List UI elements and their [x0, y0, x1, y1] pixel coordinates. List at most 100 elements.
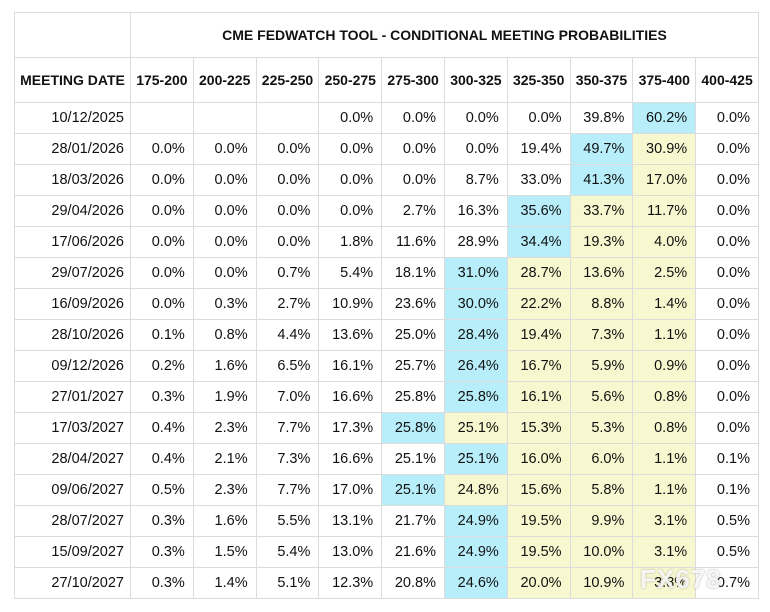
probability-cell: 30.0%: [443, 288, 508, 320]
probability-cell: 49.7%: [569, 133, 634, 165]
probability-cell: 2.3%: [192, 412, 257, 444]
probability-cell: 16.1%: [318, 350, 383, 382]
probability-cell: 0.0%: [318, 164, 383, 196]
probability-cell: 0.8%: [192, 319, 257, 351]
data-row: 15/09/2027 0.3% 1.5% 5.4% 13.0% 21.6% 24.9% 19.…: [14, 536, 759, 568]
probability-cell: 19.3%: [569, 226, 634, 258]
probability-cell: [192, 102, 257, 134]
meeting-date: 16/09/2026: [14, 288, 131, 320]
meeting-date: 18/03/2026: [14, 164, 131, 196]
probability-cell: 0.9%: [632, 350, 697, 382]
probability-cell: 25.1%: [443, 412, 508, 444]
probability-cell: 5.4%: [318, 257, 383, 289]
probability-cell: 0.0%: [695, 350, 759, 382]
probability-cell: 9.9%: [569, 505, 634, 537]
probability-cell: 5.4%: [255, 536, 320, 568]
probability-cell: 31.0%: [443, 257, 508, 289]
probability-cell: 30.9%: [632, 133, 697, 165]
probability-cell: 10.9%: [318, 288, 383, 320]
probability-cell: 0.0%: [695, 381, 759, 413]
data-row: 27/10/2027 0.3% 1.4% 5.1% 12.3% 20.8% 24.6% 20.…: [14, 567, 759, 599]
data-row: 27/01/2027 0.3% 1.9% 7.0% 16.6% 25.8% 25.8% 16.…: [14, 381, 759, 413]
probability-cell: 0.0%: [192, 226, 257, 258]
probability-cell: 15.6%: [506, 474, 571, 506]
probability-cell: 33.0%: [506, 164, 571, 196]
probability-cell: 21.6%: [381, 536, 445, 568]
probability-cell: 11.7%: [632, 195, 697, 227]
probability-cell: 0.0%: [695, 288, 759, 320]
probability-cell: 0.0%: [695, 412, 759, 444]
probability-cell: 0.0%: [130, 164, 194, 196]
probability-cell: 19.5%: [506, 536, 571, 568]
probability-cell: 24.9%: [443, 536, 508, 568]
probability-cell: 0.0%: [381, 133, 445, 165]
column-header: 200-225: [192, 57, 257, 103]
probability-cell: 0.0%: [192, 164, 257, 196]
probability-cell: 2.5%: [632, 257, 697, 289]
probability-cell: 7.3%: [255, 443, 320, 475]
probability-cell: 1.1%: [632, 443, 697, 475]
probability-cell: 1.6%: [192, 505, 257, 537]
probability-cell: 25.0%: [381, 319, 445, 351]
probability-cell: 13.0%: [318, 536, 383, 568]
column-header: 400-425: [695, 57, 759, 103]
data-row: 18/03/2026 0.0% 0.0% 0.0% 0.0% 0.0% 8.7% 33.0% 4…: [14, 164, 759, 196]
probability-cell: 2.3%: [192, 474, 257, 506]
column-header: 225-250: [255, 57, 320, 103]
probability-cell: 0.5%: [130, 474, 194, 506]
probability-cell: 25.8%: [443, 381, 508, 413]
probability-cell: 0.0%: [443, 102, 508, 134]
probability-table: CME FEDWATCH TOOL - CONDITIONAL MEETING …: [14, 12, 759, 599]
probability-cell: 39.8%: [569, 102, 634, 134]
probability-cell: 17.3%: [318, 412, 383, 444]
probability-cell: 0.0%: [695, 102, 759, 134]
title-row: CME FEDWATCH TOOL - CONDITIONAL MEETING …: [14, 12, 759, 58]
probability-cell: 13.6%: [318, 319, 383, 351]
probability-cell: 22.2%: [506, 288, 571, 320]
probability-cell: 20.0%: [506, 567, 571, 599]
probability-cell: 41.3%: [569, 164, 634, 196]
probability-cell: 5.3%: [569, 412, 634, 444]
probability-cell: 60.2%: [632, 102, 697, 134]
data-row: 29/04/2026 0.0% 0.0% 0.0% 0.0% 2.7% 16.3% 35.6%…: [14, 195, 759, 227]
data-row: 16/09/2026 0.0% 0.3% 2.7% 10.9% 23.6% 30.0% 22.…: [14, 288, 759, 320]
probability-cell: 3.1%: [632, 536, 697, 568]
probability-cell: 10.9%: [569, 567, 634, 599]
column-header: MEETING DATE: [14, 57, 131, 103]
probability-cell: 24.6%: [443, 567, 508, 599]
probability-cell: 0.0%: [695, 195, 759, 227]
probability-cell: 5.8%: [569, 474, 634, 506]
probability-cell: 2.1%: [192, 443, 257, 475]
probability-cell: 1.9%: [192, 381, 257, 413]
probability-cell: 0.5%: [695, 505, 759, 537]
probability-cell: 0.0%: [695, 319, 759, 351]
probability-cell: 23.6%: [381, 288, 445, 320]
header-row: MEETING DATE 175-200 200-225 225-250 250-275…: [14, 57, 759, 103]
probability-cell: 16.0%: [506, 443, 571, 475]
probability-cell: 17.0%: [318, 474, 383, 506]
probability-cell: 11.6%: [381, 226, 445, 258]
probability-cell: 16.1%: [506, 381, 571, 413]
probability-cell: 0.0%: [130, 195, 194, 227]
probability-cell: 28.7%: [506, 257, 571, 289]
probability-cell: 5.9%: [569, 350, 634, 382]
probability-cell: [130, 102, 194, 134]
probability-cell: 0.1%: [130, 319, 194, 351]
probability-cell: 19.4%: [506, 133, 571, 165]
data-row: 17/06/2026 0.0% 0.0% 0.0% 1.8% 11.6% 28.9% 34.4…: [14, 226, 759, 258]
probability-cell: 5.1%: [255, 567, 320, 599]
probability-cell: 4.4%: [255, 319, 320, 351]
meeting-date: 09/12/2026: [14, 350, 131, 382]
probability-cell: 3.1%: [632, 505, 697, 537]
probability-cell: 0.4%: [130, 443, 194, 475]
probability-cell: 0.2%: [130, 350, 194, 382]
probability-cell: 7.7%: [255, 412, 320, 444]
probability-cell: 12.3%: [318, 567, 383, 599]
meeting-date: 09/06/2027: [14, 474, 131, 506]
probability-cell: 16.3%: [443, 195, 508, 227]
probability-cell: 25.8%: [381, 381, 445, 413]
probability-cell: 0.0%: [255, 164, 320, 196]
data-row: 29/07/2026 0.0% 0.0% 0.7% 5.4% 18.1% 31.0% 28.7…: [14, 257, 759, 289]
probability-cell: 1.1%: [632, 474, 697, 506]
